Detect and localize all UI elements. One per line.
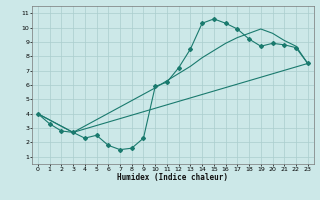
- X-axis label: Humidex (Indice chaleur): Humidex (Indice chaleur): [117, 173, 228, 182]
